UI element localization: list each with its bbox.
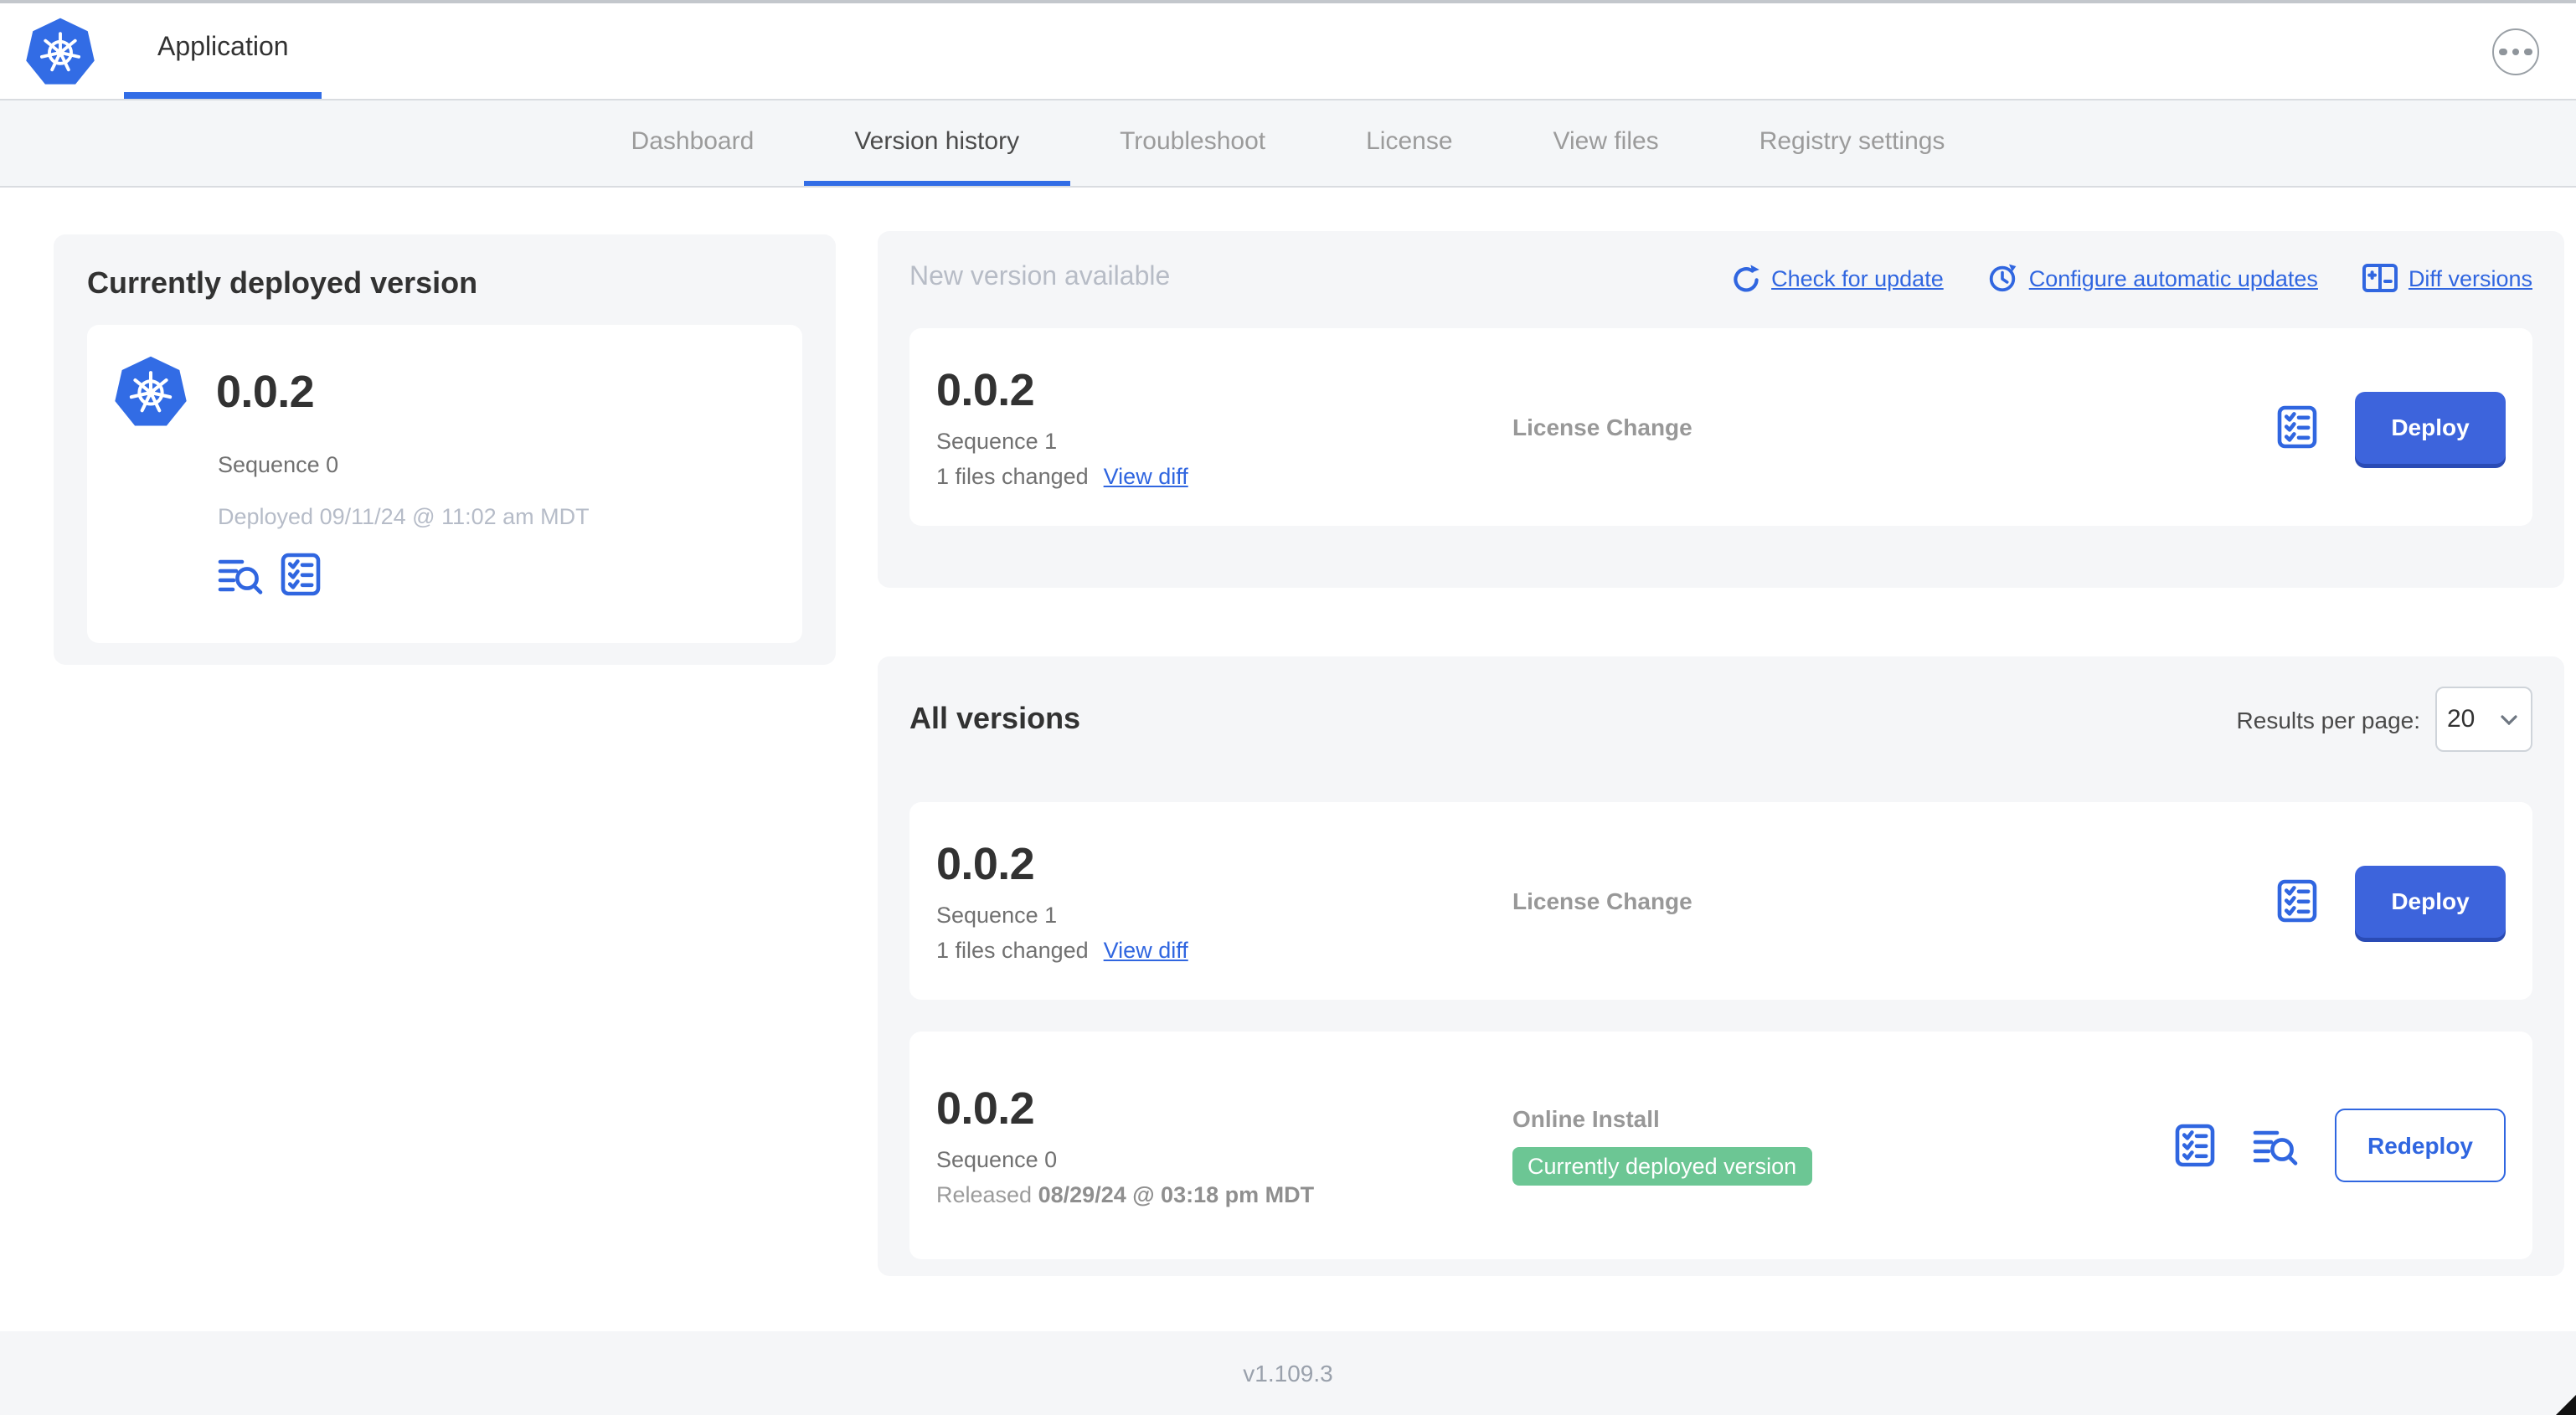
version-row: 0.0.2 Sequence 1 1 files changed View di… [909, 802, 2532, 1000]
current-sequence-label: Sequence 0 [218, 452, 339, 477]
currently-deployed-title: Currently deployed version [87, 266, 478, 300]
current-version-number: 0.0.2 [216, 366, 315, 416]
deploy-button[interactable]: Deploy [2355, 865, 2506, 937]
console-version-label: v1.109.3 [1243, 1360, 1333, 1387]
version-number: 0.0.2 [936, 365, 1035, 415]
tab-troubleshoot[interactable]: Troubleshoot [1120, 126, 1266, 155]
check-for-update-link[interactable]: Check for update [1729, 262, 1944, 294]
version-source-label: License Change [1512, 888, 1692, 914]
deploy-logs-button[interactable] [218, 555, 263, 594]
app-header: Application [0, 3, 2576, 99]
kubernetes-logo-icon [114, 355, 188, 429]
kubernetes-logo-icon [25, 17, 95, 86]
version-source-label: License Change [1512, 414, 1692, 440]
version-row: 0.0.2 Sequence 0 Released 08/29/24 @ 03:… [909, 1032, 2532, 1259]
diff-versions-link[interactable]: Diff versions [2362, 261, 2532, 295]
view-diff-link[interactable]: View diff [1103, 464, 1188, 489]
version-source-label: Online Install [1512, 1105, 1660, 1132]
released-date: 08/29/24 @ 03:18 pm MDT [1038, 1182, 1315, 1207]
app-footer: v1.109.3 [0, 1331, 2576, 1415]
new-version-card: 0.0.2 Sequence 1 1 files changed View di… [909, 328, 2532, 526]
deploy-logs-icon [218, 555, 263, 594]
version-number: 0.0.2 [936, 839, 1035, 889]
deploy-logs-button[interactable] [2253, 1126, 2298, 1165]
diff-versions-label: Diff versions [2408, 265, 2532, 291]
configure-automatic-updates-label: Configure automatic updates [2028, 265, 2318, 291]
files-changed-label: 1 files changed [936, 938, 1089, 963]
results-per-page-label: Results per page: [2236, 706, 2420, 733]
deploy-logs-icon [2253, 1126, 2298, 1165]
currently-deployed-badge: Currently deployed version [1512, 1147, 1812, 1186]
sequence-label: Sequence 1 [936, 903, 1058, 928]
tab-dashboard[interactable]: Dashboard [631, 126, 755, 155]
view-diff-link[interactable]: View diff [1103, 938, 1188, 963]
tab-view-files[interactable]: View files [1553, 126, 1659, 155]
secondary-nav: Dashboard Version history Troubleshoot L… [0, 99, 2576, 188]
schedule-icon [1990, 262, 2018, 292]
deploy-button[interactable]: Deploy [2355, 391, 2506, 463]
sequence-label: Sequence 1 [936, 429, 1058, 454]
released-prefix: Released [936, 1182, 1033, 1207]
tab-license[interactable]: License [1366, 126, 1453, 155]
preflight-checks-button[interactable] [280, 553, 322, 596]
files-changed-label: 1 files changed [936, 464, 1089, 489]
current-deployed-timestamp: Deployed 09/11/24 @ 11:02 am MDT [218, 504, 590, 529]
mouse-cursor-artifact [2556, 1395, 2576, 1415]
tab-registry-settings[interactable]: Registry settings [1759, 126, 1945, 155]
preflight-checklist-icon [2276, 879, 2318, 923]
sequence-label: Sequence 0 [936, 1147, 1058, 1172]
more-menu-button[interactable] [2492, 28, 2539, 75]
new-version-panel: New version available Check for update C… [878, 231, 2564, 588]
preflight-checklist-icon [280, 553, 322, 596]
app-tab-label: Application [157, 33, 289, 61]
preflight-checks-button[interactable] [2174, 1124, 2216, 1167]
app-tab[interactable]: Application [124, 3, 322, 99]
currently-deployed-panel: Currently deployed version 0.0.2 Sequenc… [54, 234, 836, 665]
new-version-title: New version available [909, 263, 1171, 291]
window-top-border [0, 0, 2576, 3]
preflight-checklist-icon [2276, 405, 2318, 449]
ellipsis-icon [2499, 48, 2532, 56]
redeploy-button[interactable]: Redeploy [2335, 1109, 2506, 1182]
version-number: 0.0.2 [936, 1083, 1035, 1134]
preflight-checks-button[interactable] [2276, 405, 2318, 449]
released-timestamp: Released 08/29/24 @ 03:18 pm MDT [936, 1182, 1512, 1207]
all-versions-panel: All versions Results per page: 20 0.0.2 … [878, 656, 2564, 1276]
results-per-page-select[interactable]: 20 [2435, 687, 2532, 752]
currently-deployed-card: 0.0.2 Sequence 0 Deployed 09/11/24 @ 11:… [87, 325, 802, 643]
preflight-checklist-icon [2174, 1124, 2216, 1167]
diff-icon [2362, 264, 2398, 292]
tab-version-history[interactable]: Version history [804, 100, 1070, 186]
check-for-update-label: Check for update [1771, 265, 1944, 291]
configure-automatic-updates-link[interactable]: Configure automatic updates [1987, 261, 2318, 295]
preflight-checks-button[interactable] [2276, 879, 2318, 923]
refresh-icon [1729, 262, 1761, 294]
all-versions-title: All versions [909, 702, 1081, 735]
